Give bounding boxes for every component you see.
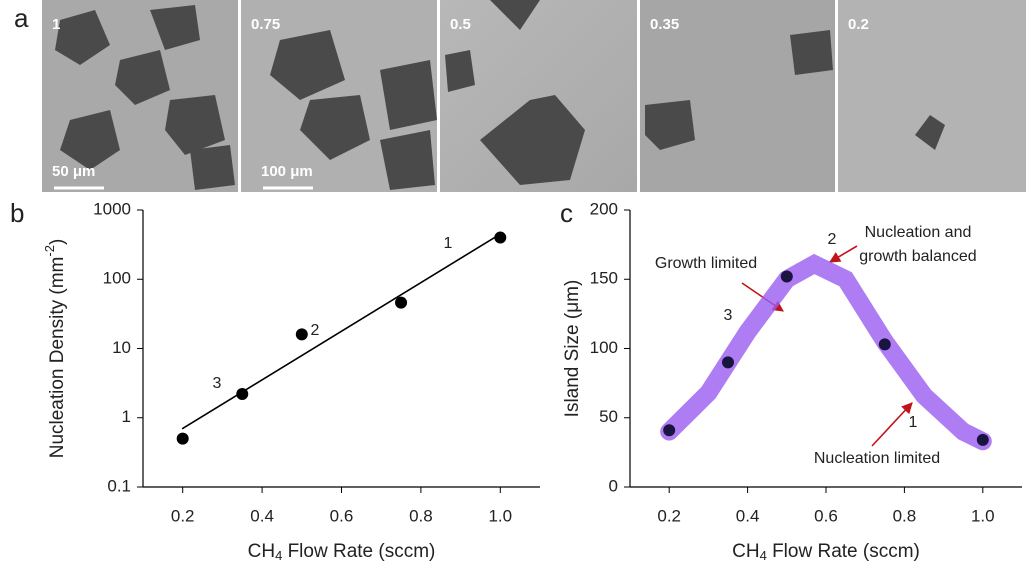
- annotation: 3: [213, 375, 222, 392]
- annotation: 2: [311, 322, 320, 339]
- x-tick-label: 0.4: [250, 506, 274, 525]
- micrographs: [42, 0, 1026, 192]
- fit-curve: [669, 264, 983, 441]
- panel-letter: c: [560, 198, 573, 228]
- annotation: Nucleation limited: [814, 450, 940, 467]
- y-title-part: Nucleation Density (mm: [47, 257, 68, 459]
- x-tick-label: 0.2: [657, 506, 681, 525]
- x-title-sub: 4: [760, 548, 767, 563]
- x-tick-label: 0.6: [330, 506, 354, 525]
- data-point: [663, 424, 675, 436]
- y-tick-label: 200: [590, 199, 618, 218]
- chart: 0.2 0.4 0.6 0.8 1.0 0.1 1 10 100 1000 1 2 3 CH4 Flow …: [42, 199, 540, 563]
- figure: abc150 μm0.75100 μm0.50.350.20.20.40.60.…: [0, 0, 1026, 565]
- image-label: 1: [52, 16, 60, 33]
- x-title-part: Flow Rate (sccm): [282, 541, 435, 562]
- y-title-part: ): [47, 239, 68, 245]
- data-point: [395, 297, 407, 309]
- x-tick-label: 1.0: [971, 506, 995, 525]
- data-point: [722, 356, 734, 368]
- x-axis-title: CH4 Flow Rate (sccm): [732, 541, 920, 563]
- annotation: growth balanced: [859, 248, 976, 265]
- y-axis-title: Island Size (μm): [562, 280, 583, 418]
- annotation: Nucleation and: [865, 224, 972, 241]
- y-axis-title: Nucleation Density (mm-2): [42, 239, 68, 459]
- x-title-part: CH: [732, 541, 759, 562]
- scale-bar-label: 50 μm: [52, 163, 95, 180]
- x-tick-label: 0.8: [409, 506, 433, 525]
- y-tick-label: 0.1: [107, 476, 131, 495]
- y-tick-label: 100: [103, 269, 131, 288]
- panel-letter: a: [14, 3, 29, 33]
- chart: 0.2 0.4 0.6 0.8 1.0 0 50 100 150 200 2 Nucleation a…: [562, 199, 1022, 563]
- data-point: [879, 338, 891, 350]
- annotation: 1: [909, 414, 918, 431]
- data-point: [296, 328, 308, 340]
- y-tick-label: 0: [609, 476, 618, 495]
- annotation: 3: [724, 307, 733, 324]
- y-tick-label: 100: [590, 338, 618, 357]
- x-title-part: CH: [248, 541, 275, 562]
- x-tick-label: 0.6: [814, 506, 838, 525]
- image-label: 0.2: [848, 16, 869, 33]
- x-title-part: Flow Rate (sccm): [767, 541, 920, 562]
- arrow: [872, 403, 912, 446]
- annotation: 1: [444, 235, 453, 252]
- data-point: [781, 270, 793, 282]
- x-axis-title: CH4 Flow Rate (sccm): [248, 541, 436, 563]
- data-point: [494, 232, 506, 244]
- y-tick-label: 50: [599, 407, 618, 426]
- x-tick-label: 0.8: [893, 506, 917, 525]
- y-tick-label: 10: [112, 338, 131, 357]
- data-point: [177, 433, 189, 445]
- y-title-sup: -2: [42, 245, 57, 257]
- data-point: [236, 388, 248, 400]
- image-label: 0.35: [650, 16, 679, 33]
- x-tick-label: 0.2: [171, 506, 195, 525]
- annotation: Growth limited: [655, 255, 757, 272]
- y-tick-label: 150: [590, 269, 618, 288]
- y-tick-label: 1000: [93, 199, 131, 218]
- y-tick-label: 1: [122, 407, 131, 426]
- image-label: 0.5: [450, 16, 471, 33]
- panel-letter: b: [10, 198, 24, 228]
- arrow: [830, 246, 857, 262]
- scale-bar-label: 100 μm: [261, 163, 313, 180]
- fit-curve: [183, 234, 501, 428]
- data-point: [977, 434, 989, 446]
- x-tick-label: 1.0: [488, 506, 512, 525]
- x-title-sub: 4: [275, 548, 282, 563]
- image-label: 0.75: [251, 16, 280, 33]
- x-tick-label: 0.4: [736, 506, 760, 525]
- annotation: 2: [828, 231, 837, 248]
